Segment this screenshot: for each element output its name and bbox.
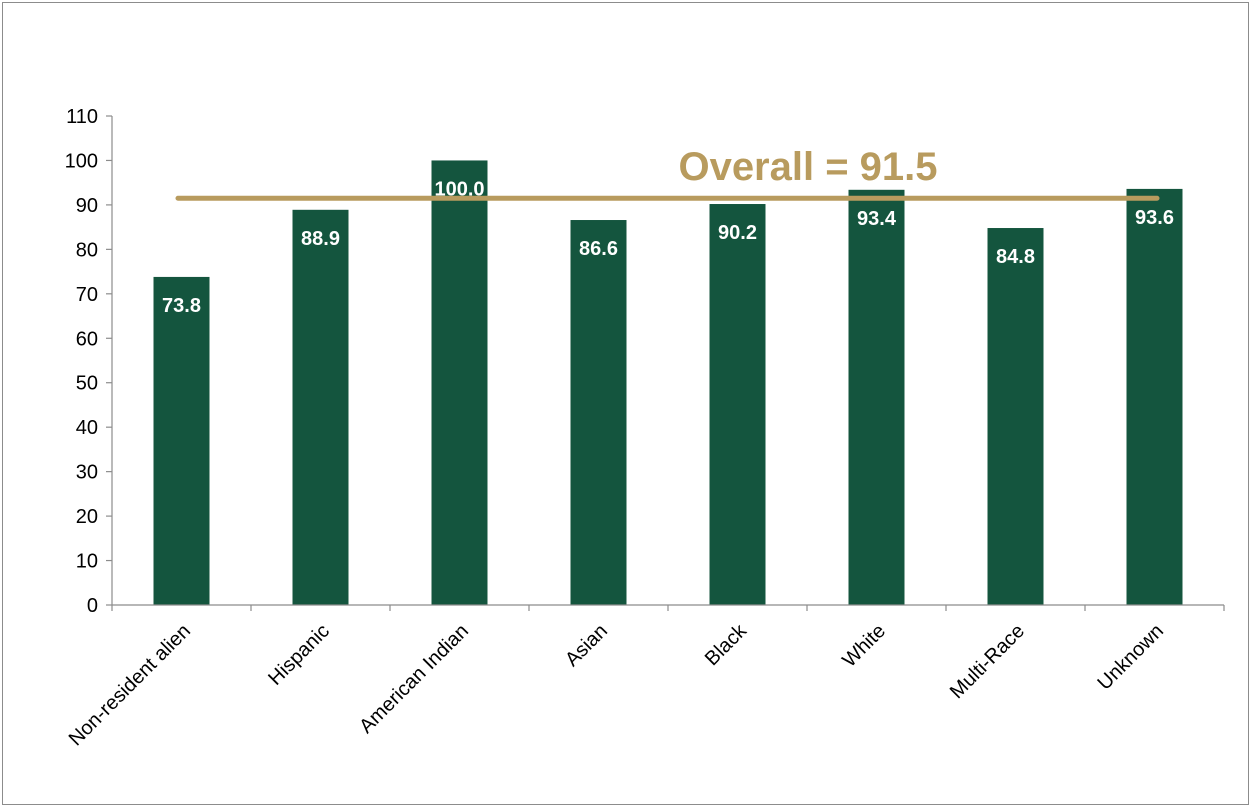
bar-data-label: 84.8 [996,246,1035,268]
y-tick-label: 80 [76,239,98,261]
category-label: Hispanic [264,620,334,690]
y-tick-label: 70 [76,284,98,306]
y-tick-label: 10 [76,551,98,573]
category-label: Asian [561,620,612,671]
bar [570,220,627,606]
bar [1126,188,1183,605]
bar [709,204,766,605]
category-label: Unknown [1094,620,1169,695]
category-label: Black [701,619,752,670]
bar-data-label: 93.6 [1135,207,1174,229]
y-tick-label: 20 [76,506,98,528]
bar-data-label: 86.6 [579,238,618,260]
overall-label: Overall = 91.5 [678,145,937,189]
y-tick-label: 100 [65,150,98,172]
bar-data-label: 73.8 [162,295,201,317]
y-tick-label: 30 [76,462,98,484]
bar [153,276,210,605]
bar-data-label: 100.0 [434,178,484,200]
bar-data-label: 93.4 [857,208,897,230]
bar [431,160,488,606]
bar [987,228,1044,605]
y-tick-label: 110 [66,106,98,128]
category-label: American Indian [355,620,473,738]
y-tick-label: 60 [76,328,98,350]
bar [848,189,905,605]
category-label: White [838,620,890,672]
y-tick-label: 40 [76,417,98,439]
bar-data-label: 88.9 [301,228,340,250]
bar [292,209,349,606]
y-tick-label: 90 [76,195,98,217]
y-tick-label: 0 [87,595,98,617]
category-label: Multi-Race [946,620,1029,703]
y-tick-label: 50 [76,373,98,395]
category-label: Non-resident alien [65,620,195,750]
bar-data-label: 90.2 [718,222,757,244]
